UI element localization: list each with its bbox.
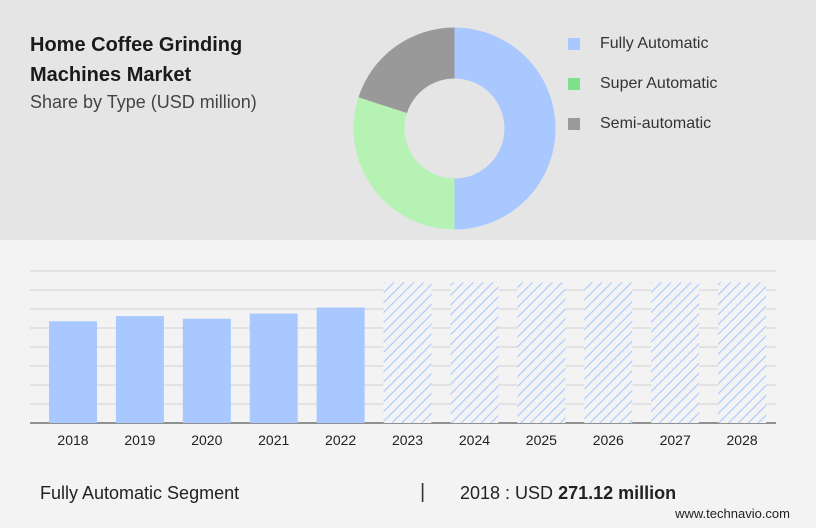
legend-label: Super Automatic bbox=[600, 75, 718, 92]
x-tick-label: 2025 bbox=[526, 432, 557, 448]
x-tick-label: 2023 bbox=[392, 432, 423, 448]
x-tick-label: 2020 bbox=[191, 432, 222, 448]
legend-label: Semi-automatic bbox=[600, 115, 712, 132]
donut-slice-semi-automatic bbox=[358, 27, 455, 114]
footer-value: 271.12 million bbox=[558, 483, 677, 503]
footer-highlight: 2018 : USD 271.12 million bbox=[460, 483, 676, 504]
legend-label: Fully Automatic bbox=[600, 35, 709, 52]
bar-2027 bbox=[651, 282, 700, 423]
bar-2025 bbox=[517, 282, 566, 423]
legend-item-fully-automatic: Fully Automatic bbox=[568, 24, 717, 64]
donut-chart bbox=[353, 27, 556, 230]
chart-title: Home Coffee Grinding Machines Market bbox=[30, 34, 243, 86]
chart-subtitle: Share by Type (USD million) bbox=[30, 92, 257, 112]
donut-slice-fully-automatic bbox=[454, 27, 556, 230]
x-tick-label: 2028 bbox=[727, 432, 758, 448]
x-tick-label: 2027 bbox=[660, 432, 691, 448]
legend: Fully Automatic Super Automatic Semi-aut… bbox=[568, 24, 717, 144]
bar-2021 bbox=[249, 313, 298, 423]
legend-item-semi-automatic: Semi-automatic bbox=[568, 104, 717, 144]
bar-2026 bbox=[584, 282, 633, 423]
x-tick-label: 2026 bbox=[593, 432, 624, 448]
bar-2022 bbox=[316, 307, 365, 423]
bar-2019 bbox=[115, 316, 164, 423]
x-tick-label: 2021 bbox=[258, 432, 289, 448]
x-tick-label: 2024 bbox=[459, 432, 490, 448]
x-tick-label: 2018 bbox=[57, 432, 88, 448]
footer: Fully Automatic Segment | 2018 : USD 271… bbox=[0, 480, 816, 510]
site-url: www.technavio.com bbox=[675, 506, 790, 521]
footer-separator: | bbox=[420, 481, 426, 503]
x-tick-label: 2019 bbox=[124, 432, 155, 448]
footer-segment: Fully Automatic Segment bbox=[40, 483, 240, 503]
legend-item-super-automatic: Super Automatic bbox=[568, 64, 717, 104]
donut-slice-super-automatic bbox=[353, 97, 455, 230]
bar-2020 bbox=[182, 318, 231, 423]
bar-2023 bbox=[383, 282, 432, 423]
bar-2028 bbox=[718, 282, 767, 423]
bar-2024 bbox=[450, 282, 499, 423]
bar-2018 bbox=[49, 321, 97, 423]
footer-year: 2018 : USD bbox=[460, 483, 559, 503]
legend-swatch bbox=[568, 118, 580, 130]
x-tick-label: 2022 bbox=[325, 432, 356, 448]
legend-swatch bbox=[568, 38, 580, 50]
bar-chart: 2018 2019 2020 2021 2022 2023 2024 2025 2026 2027… bbox=[30, 270, 776, 448]
legend-swatch bbox=[568, 78, 580, 90]
